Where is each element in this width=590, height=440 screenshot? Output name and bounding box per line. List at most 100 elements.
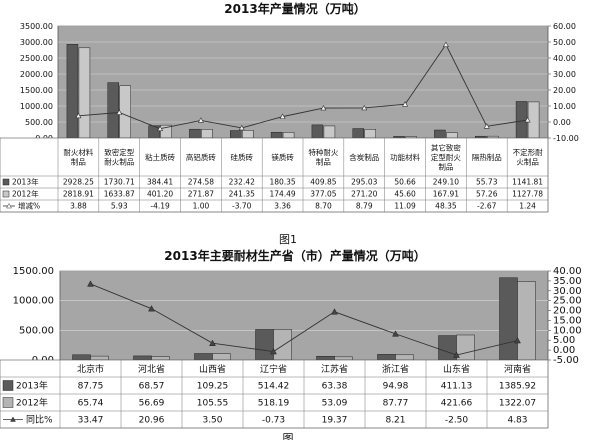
table-value: 271.87 xyxy=(188,190,214,199)
category-label-line: 高铝质砖 xyxy=(186,152,216,162)
bar-series-b xyxy=(334,356,353,361)
bar-series-a xyxy=(316,355,335,361)
legend-swatch xyxy=(2,380,14,391)
table-value: -4.19 xyxy=(150,202,170,211)
category-label: 硅质砖 xyxy=(231,152,254,162)
category-label-line: 河北省 xyxy=(138,363,165,375)
chart-provinces-2013: 2013年主要耐材生产省（市）产量情况（万吨） 0.00 500.00 1000.00… xyxy=(0,248,582,440)
table-value: 2928.25 xyxy=(63,178,94,187)
table-value: 50.66 xyxy=(394,178,416,187)
table-value: 274.58 xyxy=(188,178,214,187)
table-value: 56.69 xyxy=(139,399,165,409)
table-value: 3.36 xyxy=(274,202,291,211)
legend-label: 增减% xyxy=(18,201,40,211)
category-label: 粘土质砖 xyxy=(145,152,175,162)
table-value: 20.96 xyxy=(139,416,165,426)
table-value: 241.35 xyxy=(229,190,255,199)
legend-swatch xyxy=(2,190,10,198)
growth-point xyxy=(361,104,368,111)
table-value: 401.20 xyxy=(147,190,173,199)
table-value: 1141.81 xyxy=(512,178,543,187)
right-axis-tick-label: 5.00 xyxy=(553,335,575,346)
left-axis-tick-label: 1500.00 xyxy=(20,86,53,95)
growth-point xyxy=(402,101,409,107)
right-axis-tick-label: 20.00 xyxy=(553,306,582,317)
growth-point xyxy=(270,348,277,355)
bar-series-b xyxy=(273,329,292,361)
category-label-line: 制品 xyxy=(438,161,453,171)
growth-point xyxy=(87,280,94,287)
bar-series-b xyxy=(323,125,336,139)
plot-area xyxy=(57,25,549,139)
table-value: 4.83 xyxy=(507,416,527,426)
category-label-line: 制品 xyxy=(316,157,331,167)
table-value: 409.85 xyxy=(310,178,336,187)
category-label: 镁质砖 xyxy=(271,152,294,162)
category-label: 特种耐火制品 xyxy=(308,147,338,167)
table-value: 180.35 xyxy=(269,178,295,187)
legend-label: 同比% xyxy=(26,414,53,426)
right-axis-tick-label: 30.00 xyxy=(553,70,576,79)
growth-point xyxy=(148,305,155,312)
legend-marker xyxy=(6,202,12,209)
category-label: 辽宁省 xyxy=(260,363,287,375)
bar-series-a xyxy=(133,355,152,361)
bar-series-a xyxy=(189,128,201,139)
category-label-line: 河南省 xyxy=(504,363,531,375)
category-label: 致密定型耐火制品 xyxy=(104,147,134,167)
right-axis-tick-label: 10.00 xyxy=(553,102,576,111)
category-label: 河北省 xyxy=(138,363,165,375)
table-value: 65.74 xyxy=(78,399,104,409)
growth-point xyxy=(331,308,338,315)
growth-point xyxy=(75,112,82,119)
growth-point xyxy=(116,109,123,115)
growth-point xyxy=(453,351,460,358)
right-axis-tick-label: 25.00 xyxy=(553,296,582,307)
right-axis-tick-label: 30.00 xyxy=(553,286,582,297)
category-label-line: 粘土质砖 xyxy=(145,152,175,162)
right-axis-tick-label: 40.00 xyxy=(553,54,576,63)
table-value: 295.03 xyxy=(351,178,377,187)
bar-series-a xyxy=(107,82,119,139)
bar-series-b xyxy=(446,132,458,139)
bar-series-b xyxy=(456,334,475,361)
table-value: 1633.87 xyxy=(104,190,135,199)
bar-series-b xyxy=(242,130,254,139)
table-value: 421.66 xyxy=(441,399,473,409)
legend-swatch xyxy=(2,178,10,186)
category-label-line: 定型耐火 xyxy=(431,152,461,162)
growth-point xyxy=(157,125,164,132)
category-label-line: 镁质砖 xyxy=(271,152,294,162)
category-label: 隔热制品 xyxy=(472,152,502,162)
category-label-line: 辽宁省 xyxy=(260,363,287,375)
table-value: 8.70 xyxy=(315,202,332,211)
table-value: 249.10 xyxy=(433,178,459,187)
bar-series-b xyxy=(78,47,91,139)
category-label-line: 隔热制品 xyxy=(472,152,502,162)
category-label: 河南省 xyxy=(504,363,531,375)
table-value: 1.24 xyxy=(519,202,536,211)
category-label: 北京市 xyxy=(77,363,104,375)
bar-series-b xyxy=(527,101,540,139)
table-value: 1127.78 xyxy=(512,190,543,199)
table-value: 8.21 xyxy=(385,416,405,426)
right-axis-tick-label: 60.00 xyxy=(553,22,576,31)
right-axis-tick-label: 0.00 xyxy=(553,118,571,127)
bar-series-a xyxy=(311,124,324,139)
plot-area xyxy=(59,270,549,361)
category-label: 其它致密定型耐火制品 xyxy=(431,142,461,171)
category-label: 高铝质砖 xyxy=(186,152,216,162)
growth-point xyxy=(320,104,327,111)
bar-series-a xyxy=(377,354,396,361)
table-value: 167.91 xyxy=(433,190,459,199)
category-label-line: 火制品 xyxy=(516,157,539,167)
growth-point xyxy=(442,41,449,47)
category-label-line: 浙江省 xyxy=(382,363,409,375)
bar-series-b xyxy=(151,356,170,361)
table-value: -0.73 xyxy=(262,416,285,426)
table-value: 109.25 xyxy=(197,382,229,392)
table-value: 518.19 xyxy=(258,399,290,409)
legend-swatch xyxy=(2,397,14,408)
table-value: 1385.92 xyxy=(499,382,536,392)
